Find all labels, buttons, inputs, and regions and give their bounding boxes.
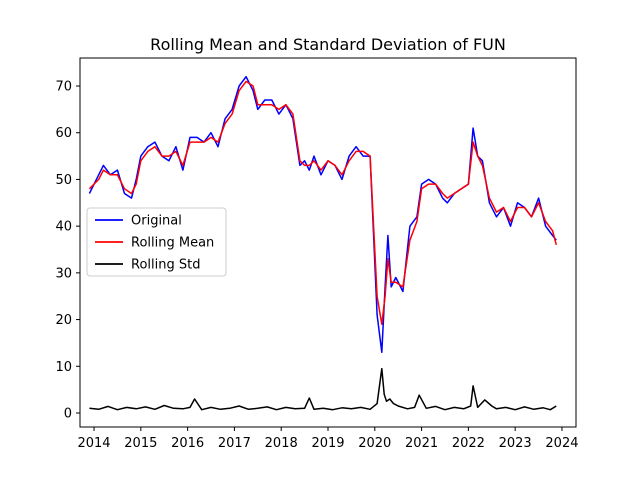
y-tick-label: 0 — [64, 406, 72, 421]
y-tick-label: 20 — [55, 313, 72, 328]
legend-box — [86, 207, 227, 277]
y-tick-label: 40 — [55, 220, 72, 235]
x-tick-label: 2023 — [499, 436, 532, 451]
y-tick-label: 50 — [55, 173, 72, 188]
x-tick-label: 2017 — [218, 436, 251, 451]
y-axis: 0 10 20 30 40 50 60 70 — [55, 80, 80, 421]
chart-title: Rolling Mean and Standard Deviation of F… — [150, 35, 506, 54]
x-tick-label: 2022 — [452, 436, 485, 451]
x-tick-label: 2016 — [171, 436, 204, 451]
y-tick-label: 10 — [55, 360, 72, 375]
series-line-rolling-std — [89, 367, 557, 411]
y-tick-label: 70 — [55, 80, 72, 95]
x-tick-label: 2014 — [77, 436, 110, 451]
x-tick-label: 2021 — [405, 436, 438, 451]
y-tick-label: 30 — [55, 266, 72, 281]
legend-label: Rolling Std — [131, 258, 200, 273]
legend-label: Original — [131, 214, 182, 229]
legend-label: Rolling Mean — [131, 236, 214, 251]
x-tick-label: 2024 — [545, 436, 578, 451]
series-layer — [88, 75, 558, 411]
x-tick-label: 2019 — [311, 436, 344, 451]
x-tick-label: 2015 — [124, 436, 157, 451]
x-tick-label: 2020 — [358, 436, 391, 451]
legend: Original Rolling Mean Rolling Std — [86, 207, 227, 277]
x-axis: 2014 2015 2016 2017 2018 2019 2020 2021 2022 2023… — [77, 427, 579, 451]
y-tick-label: 60 — [55, 126, 72, 141]
x-tick-label: 2018 — [265, 436, 298, 451]
series-line-rolling-mean — [88, 80, 558, 325]
